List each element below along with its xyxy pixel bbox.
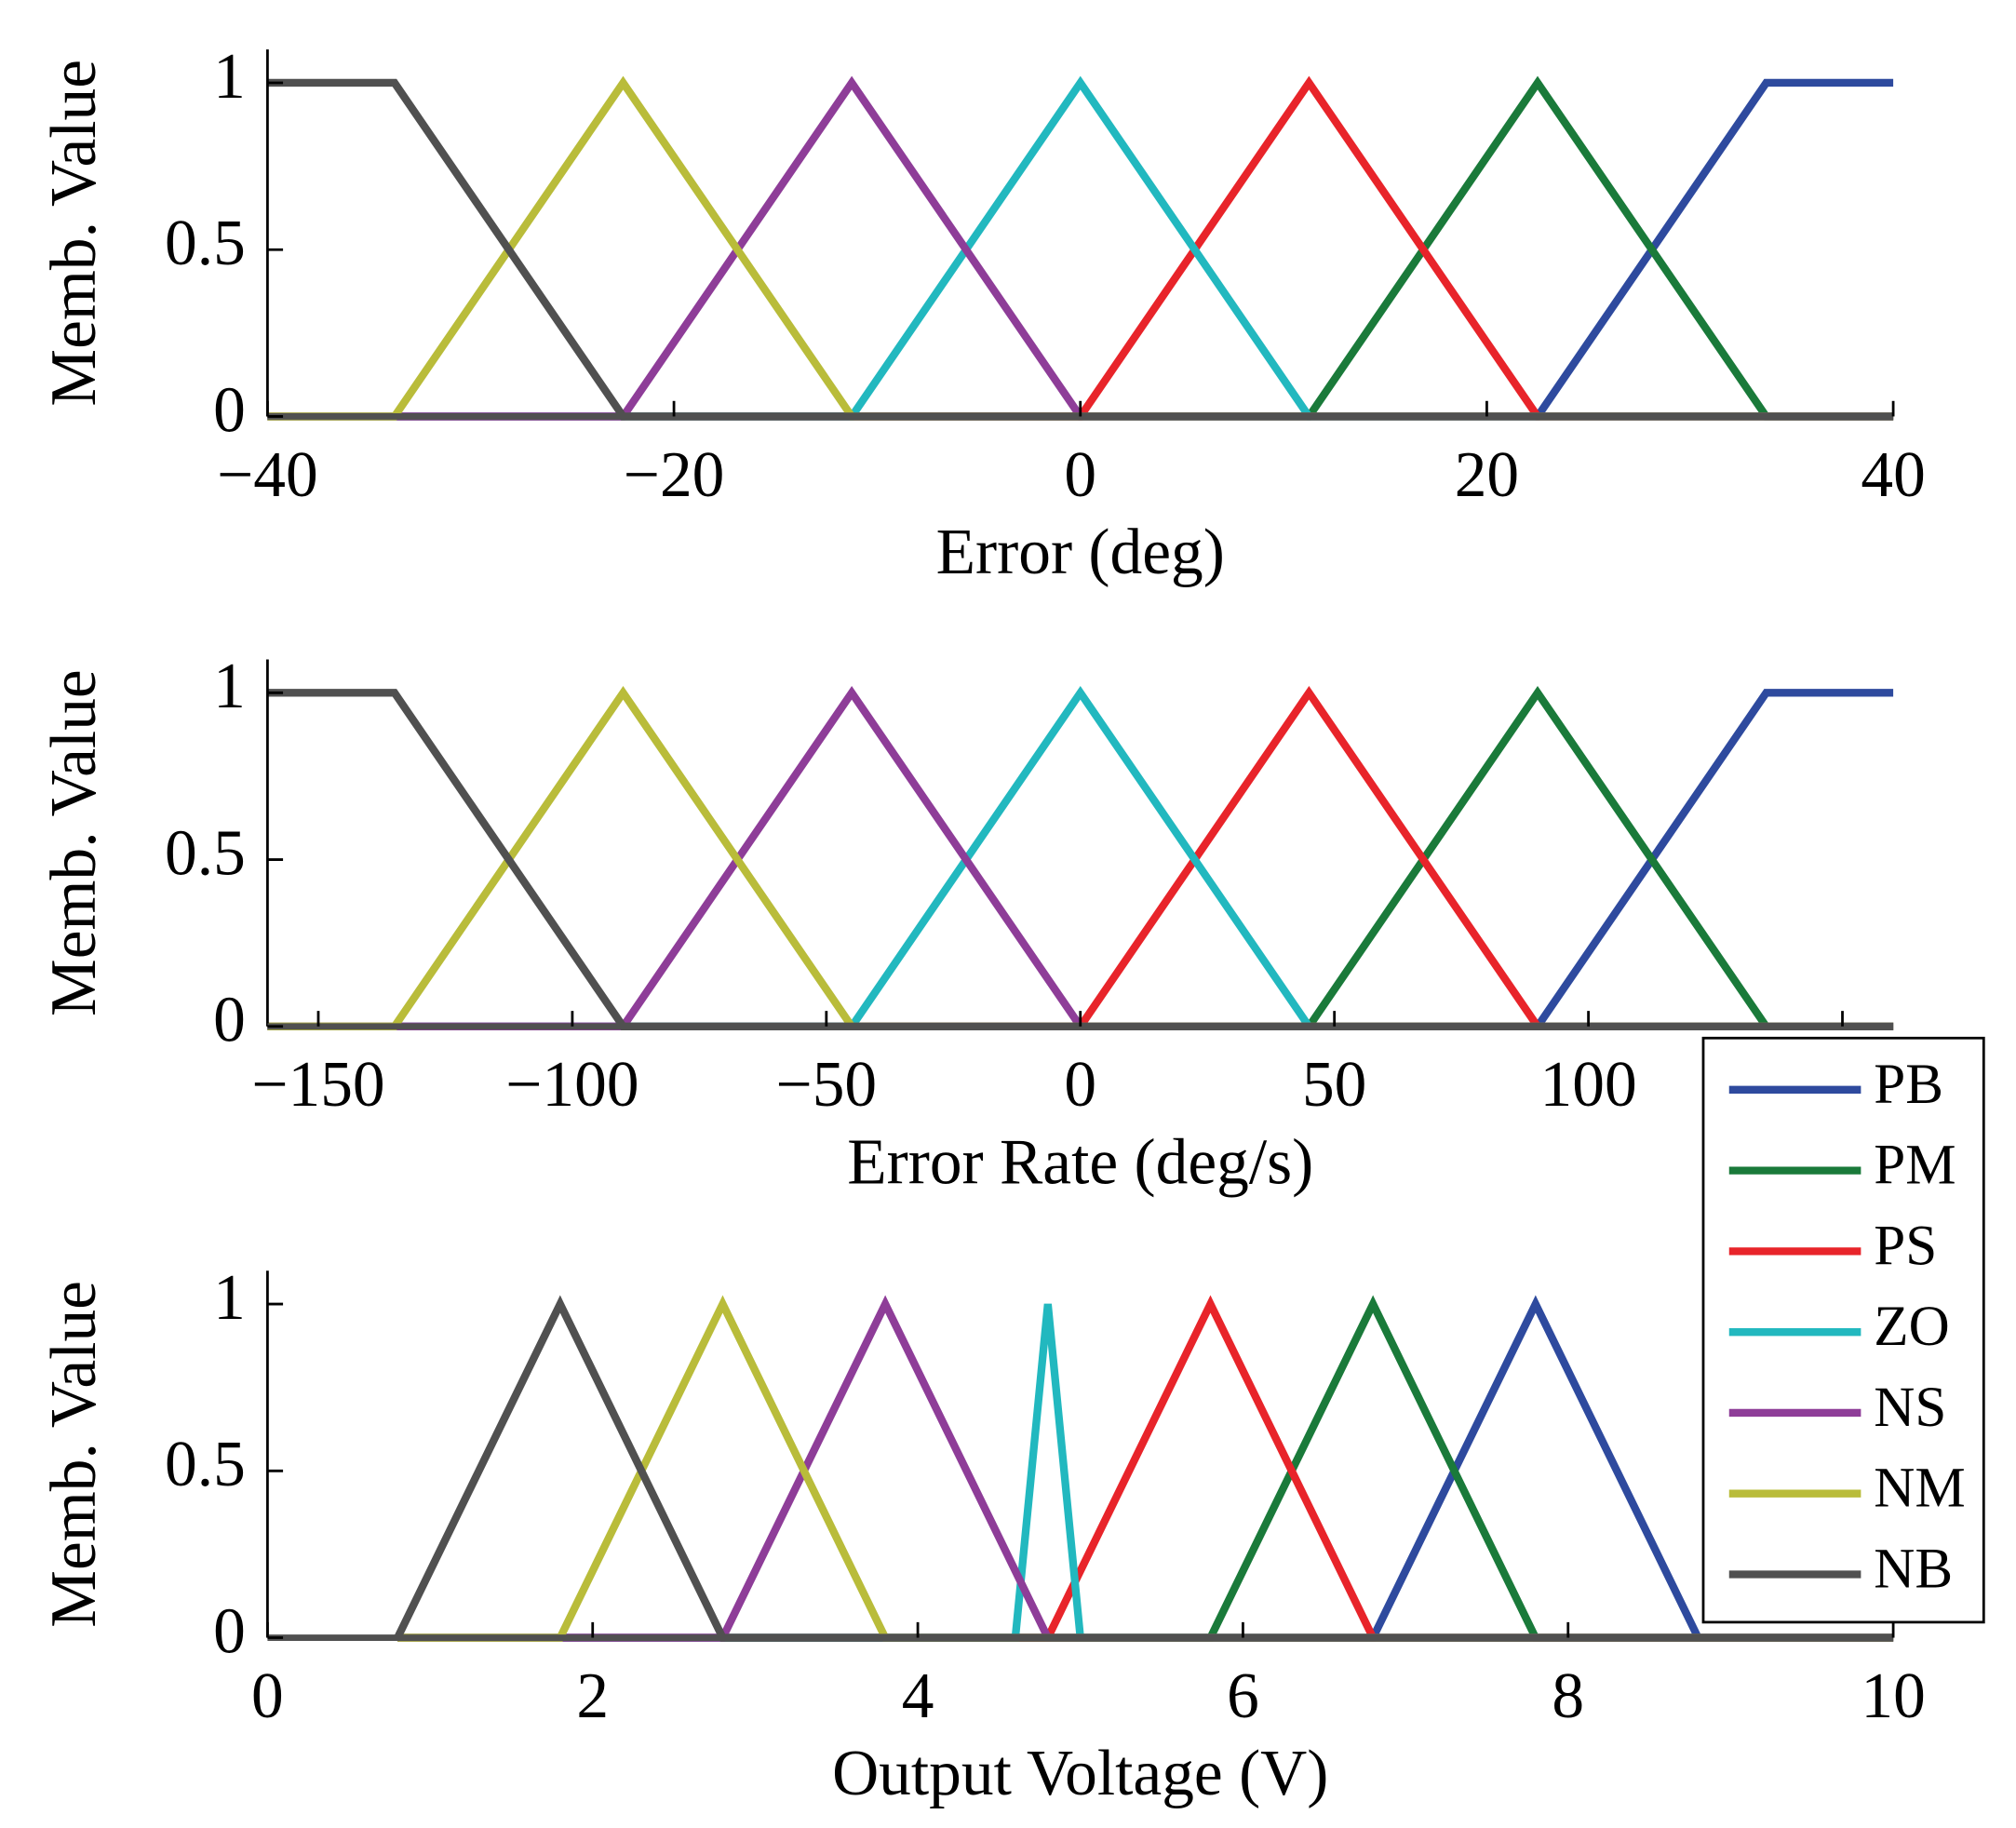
x-tick-label: 0 (251, 1660, 284, 1732)
y-tick-label: 0.5 (165, 817, 246, 889)
series-line (397, 1295, 1894, 1642)
legend: PB PM PS ZO NS NM NB (1701, 1036, 1985, 1624)
y-tick-label: 0.5 (165, 208, 246, 279)
y-tick-label: 0.5 (165, 1429, 246, 1500)
series-line (397, 1295, 1894, 1642)
y-tick-label: 1 (213, 1262, 246, 1334)
x-tick-label: −100 (505, 1049, 638, 1121)
x-axis-label: Error Rate (deg/s) (847, 1126, 1313, 1198)
x-tick-label: 6 (1227, 1660, 1259, 1732)
x-tick-label: 2 (576, 1660, 609, 1732)
y-axis-label: Memb. Value (38, 669, 110, 1016)
series-line (397, 1295, 1894, 1642)
x-tick-label: 40 (1861, 439, 1925, 511)
x-tick-label: −150 (251, 1049, 384, 1121)
x-tick-label: −40 (217, 439, 318, 511)
x-tick-label: 20 (1455, 439, 1519, 511)
legend-label: NS (1874, 1377, 1946, 1439)
x-tick-label: 50 (1302, 1049, 1366, 1121)
x-tick-label: 8 (1552, 1660, 1584, 1732)
series-line (397, 1303, 1894, 1642)
y-tick-label: 0 (213, 1595, 246, 1667)
x-tick-label: 0 (1064, 1049, 1096, 1121)
legend-label: NB (1874, 1539, 1953, 1601)
x-tick-label: −50 (776, 1049, 878, 1121)
legend-label: ZO (1874, 1296, 1949, 1358)
series-line (397, 1295, 1894, 1642)
y-tick-label: 1 (213, 651, 246, 722)
series-line (394, 1295, 1894, 1642)
x-tick-label: 10 (1861, 1660, 1925, 1732)
x-tick-label: 4 (902, 1660, 934, 1732)
y-tick-label: 0 (213, 985, 246, 1056)
legend-label: NM (1874, 1458, 1965, 1520)
x-tick-label: 100 (1540, 1049, 1637, 1121)
x-axis-label: Error (deg) (936, 517, 1225, 588)
y-axis-label: Memb. Value (38, 60, 110, 407)
x-axis-label: Output Voltage (V) (832, 1738, 1328, 1809)
y-tick-label: 1 (213, 41, 246, 113)
legend-label: PM (1874, 1135, 1956, 1197)
y-tick-label: 0 (213, 374, 246, 446)
legend-label: PB (1874, 1054, 1943, 1116)
x-tick-label: −20 (624, 439, 725, 511)
legend-label: PS (1874, 1215, 1937, 1277)
series-line (397, 1295, 1894, 1642)
x-tick-label: 0 (1064, 439, 1096, 511)
y-axis-label: Memb. Value (38, 1281, 110, 1628)
